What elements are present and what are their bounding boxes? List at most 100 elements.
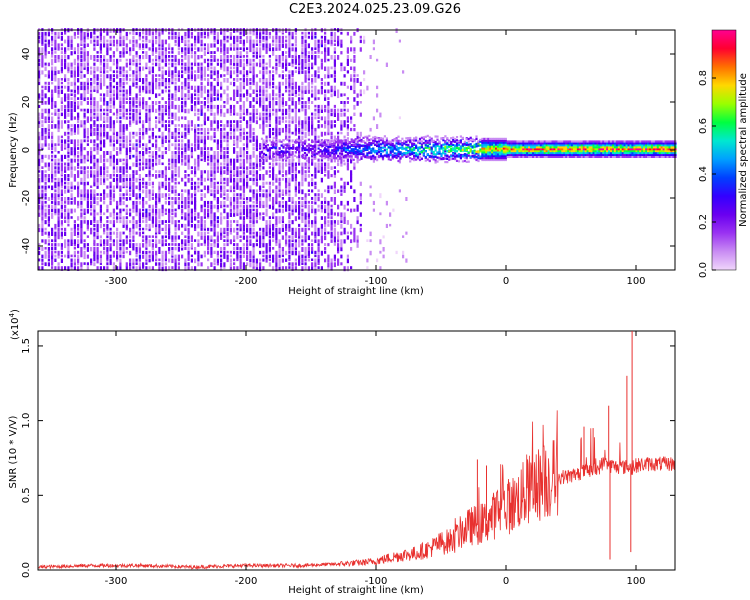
heatmap-cell <box>275 243 278 246</box>
heatmap-cell <box>255 139 258 144</box>
heatmap-cell <box>194 239 197 242</box>
heatmap-cell <box>317 108 320 114</box>
heatmap-cell <box>320 204 323 210</box>
heatmap-cell <box>249 216 252 220</box>
heatmap-cell <box>57 35 60 39</box>
heatmap-cell <box>109 97 112 101</box>
heatmap-cell <box>298 131 301 135</box>
heatmap-cell <box>213 243 216 248</box>
heatmap-cell <box>281 120 284 123</box>
heatmap-cell <box>320 39 323 45</box>
heatmap-cell <box>38 189 41 194</box>
heatmap-cell <box>304 200 307 205</box>
heatmap-cell <box>96 197 99 200</box>
heatmap-cell <box>307 31 310 35</box>
heatmap-cell <box>239 254 242 259</box>
heatmap-cell <box>181 62 184 66</box>
heatmap-cell <box>239 158 242 162</box>
heatmap-cell <box>311 174 314 177</box>
heatmap-cell <box>327 212 330 216</box>
heatmap-cell <box>317 227 320 232</box>
heatmap-cell <box>346 85 349 89</box>
heatmap-cell <box>255 162 258 167</box>
heatmap-cell <box>213 177 216 181</box>
heatmap-cell <box>145 243 148 248</box>
heatmap-cell <box>90 200 93 205</box>
heatmap-cell <box>239 47 242 50</box>
heatmap-cell <box>177 31 180 37</box>
heatmap-cell <box>252 216 255 221</box>
heatmap-cell <box>54 189 57 193</box>
heatmap-cell <box>272 70 275 73</box>
heatmap-cell <box>337 116 340 121</box>
heatmap-cell <box>93 55 96 59</box>
heatmap-cell <box>376 154 379 160</box>
heatmap-cell <box>132 101 135 106</box>
heatmap-cell <box>129 174 132 178</box>
heatmap-cell <box>116 151 119 156</box>
heatmap-cell <box>320 108 323 113</box>
heatmap-cell <box>278 258 281 263</box>
heatmap-cell <box>265 139 268 143</box>
heatmap-signal-cell <box>315 152 318 155</box>
heatmap-cell <box>125 31 128 36</box>
heatmap-cell <box>207 147 210 151</box>
heatmap-cell <box>246 143 249 148</box>
heatmap-signal-cell <box>296 146 299 149</box>
heatmap-cell <box>210 85 213 91</box>
heatmap-cell <box>259 227 262 231</box>
heatmap-cell <box>86 51 89 56</box>
heatmap-cell <box>236 204 239 209</box>
heatmap-cell <box>125 223 128 229</box>
heatmap-cell <box>83 58 86 62</box>
heatmap-cell <box>51 93 54 98</box>
heatmap-cell <box>177 147 180 151</box>
heatmap-cell <box>346 116 349 120</box>
heatmap-cell <box>194 101 197 106</box>
heatmap-cell <box>278 39 281 43</box>
heatmap-cell <box>249 116 252 121</box>
heatmap-cell <box>200 170 203 175</box>
heatmap-cell <box>333 174 336 178</box>
heatmap-cell <box>116 250 119 255</box>
heatmap-cell <box>54 89 57 93</box>
heatmap-cell <box>346 235 349 240</box>
heatmap-cell <box>119 247 122 251</box>
heatmap-signal-cell <box>307 149 310 152</box>
heatmap-cell <box>252 227 255 231</box>
heatmap-cell <box>210 212 213 217</box>
heatmap-cell <box>281 193 284 196</box>
heatmap-cell <box>327 254 330 259</box>
heatmap-cell <box>54 108 57 113</box>
heatmap-cell <box>86 197 89 201</box>
heatmap-cell <box>119 135 122 139</box>
heatmap-cell <box>288 262 291 266</box>
heatmap-cell <box>86 70 89 75</box>
heatmap-cell <box>236 120 239 125</box>
heatmap-cell <box>265 66 268 70</box>
heatmap-cell <box>249 231 252 235</box>
heatmap-cell <box>145 127 148 133</box>
heatmap-cell <box>67 104 70 109</box>
heatmap-cell <box>268 104 271 109</box>
heatmap-signal-cell <box>333 150 336 153</box>
heatmap-cell <box>246 120 249 125</box>
heatmap-cell <box>229 97 232 101</box>
heatmap-cell <box>343 185 346 190</box>
heatmap-cell <box>242 193 245 199</box>
heatmap-cell <box>57 127 60 133</box>
heatmap-cell <box>246 204 249 209</box>
heatmap-cell <box>190 154 193 159</box>
heatmap-cell <box>311 66 314 70</box>
heatmap-cell <box>262 258 265 262</box>
heatmap-cell <box>200 151 203 155</box>
heatmap-cell <box>129 78 132 82</box>
heatmap-cell <box>233 147 236 152</box>
heatmap-cell <box>327 47 330 52</box>
heatmap-cell <box>216 31 219 37</box>
heatmap-cell <box>109 220 112 224</box>
heatmap-cell <box>155 200 158 205</box>
heatmap-cell <box>320 104 323 110</box>
heatmap-cell <box>288 70 291 74</box>
heatmap-cell <box>314 170 317 174</box>
